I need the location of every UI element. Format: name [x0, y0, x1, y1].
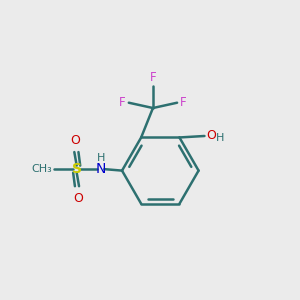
Text: O: O [70, 134, 80, 147]
Text: F: F [119, 96, 126, 109]
Text: F: F [180, 96, 187, 109]
Text: O: O [206, 130, 216, 142]
Text: N: N [96, 162, 106, 176]
Text: CH₃: CH₃ [31, 164, 52, 174]
Text: O: O [73, 191, 83, 205]
Text: S: S [72, 162, 82, 176]
Text: H: H [97, 153, 105, 163]
Text: F: F [150, 70, 156, 84]
Text: H: H [216, 133, 224, 143]
